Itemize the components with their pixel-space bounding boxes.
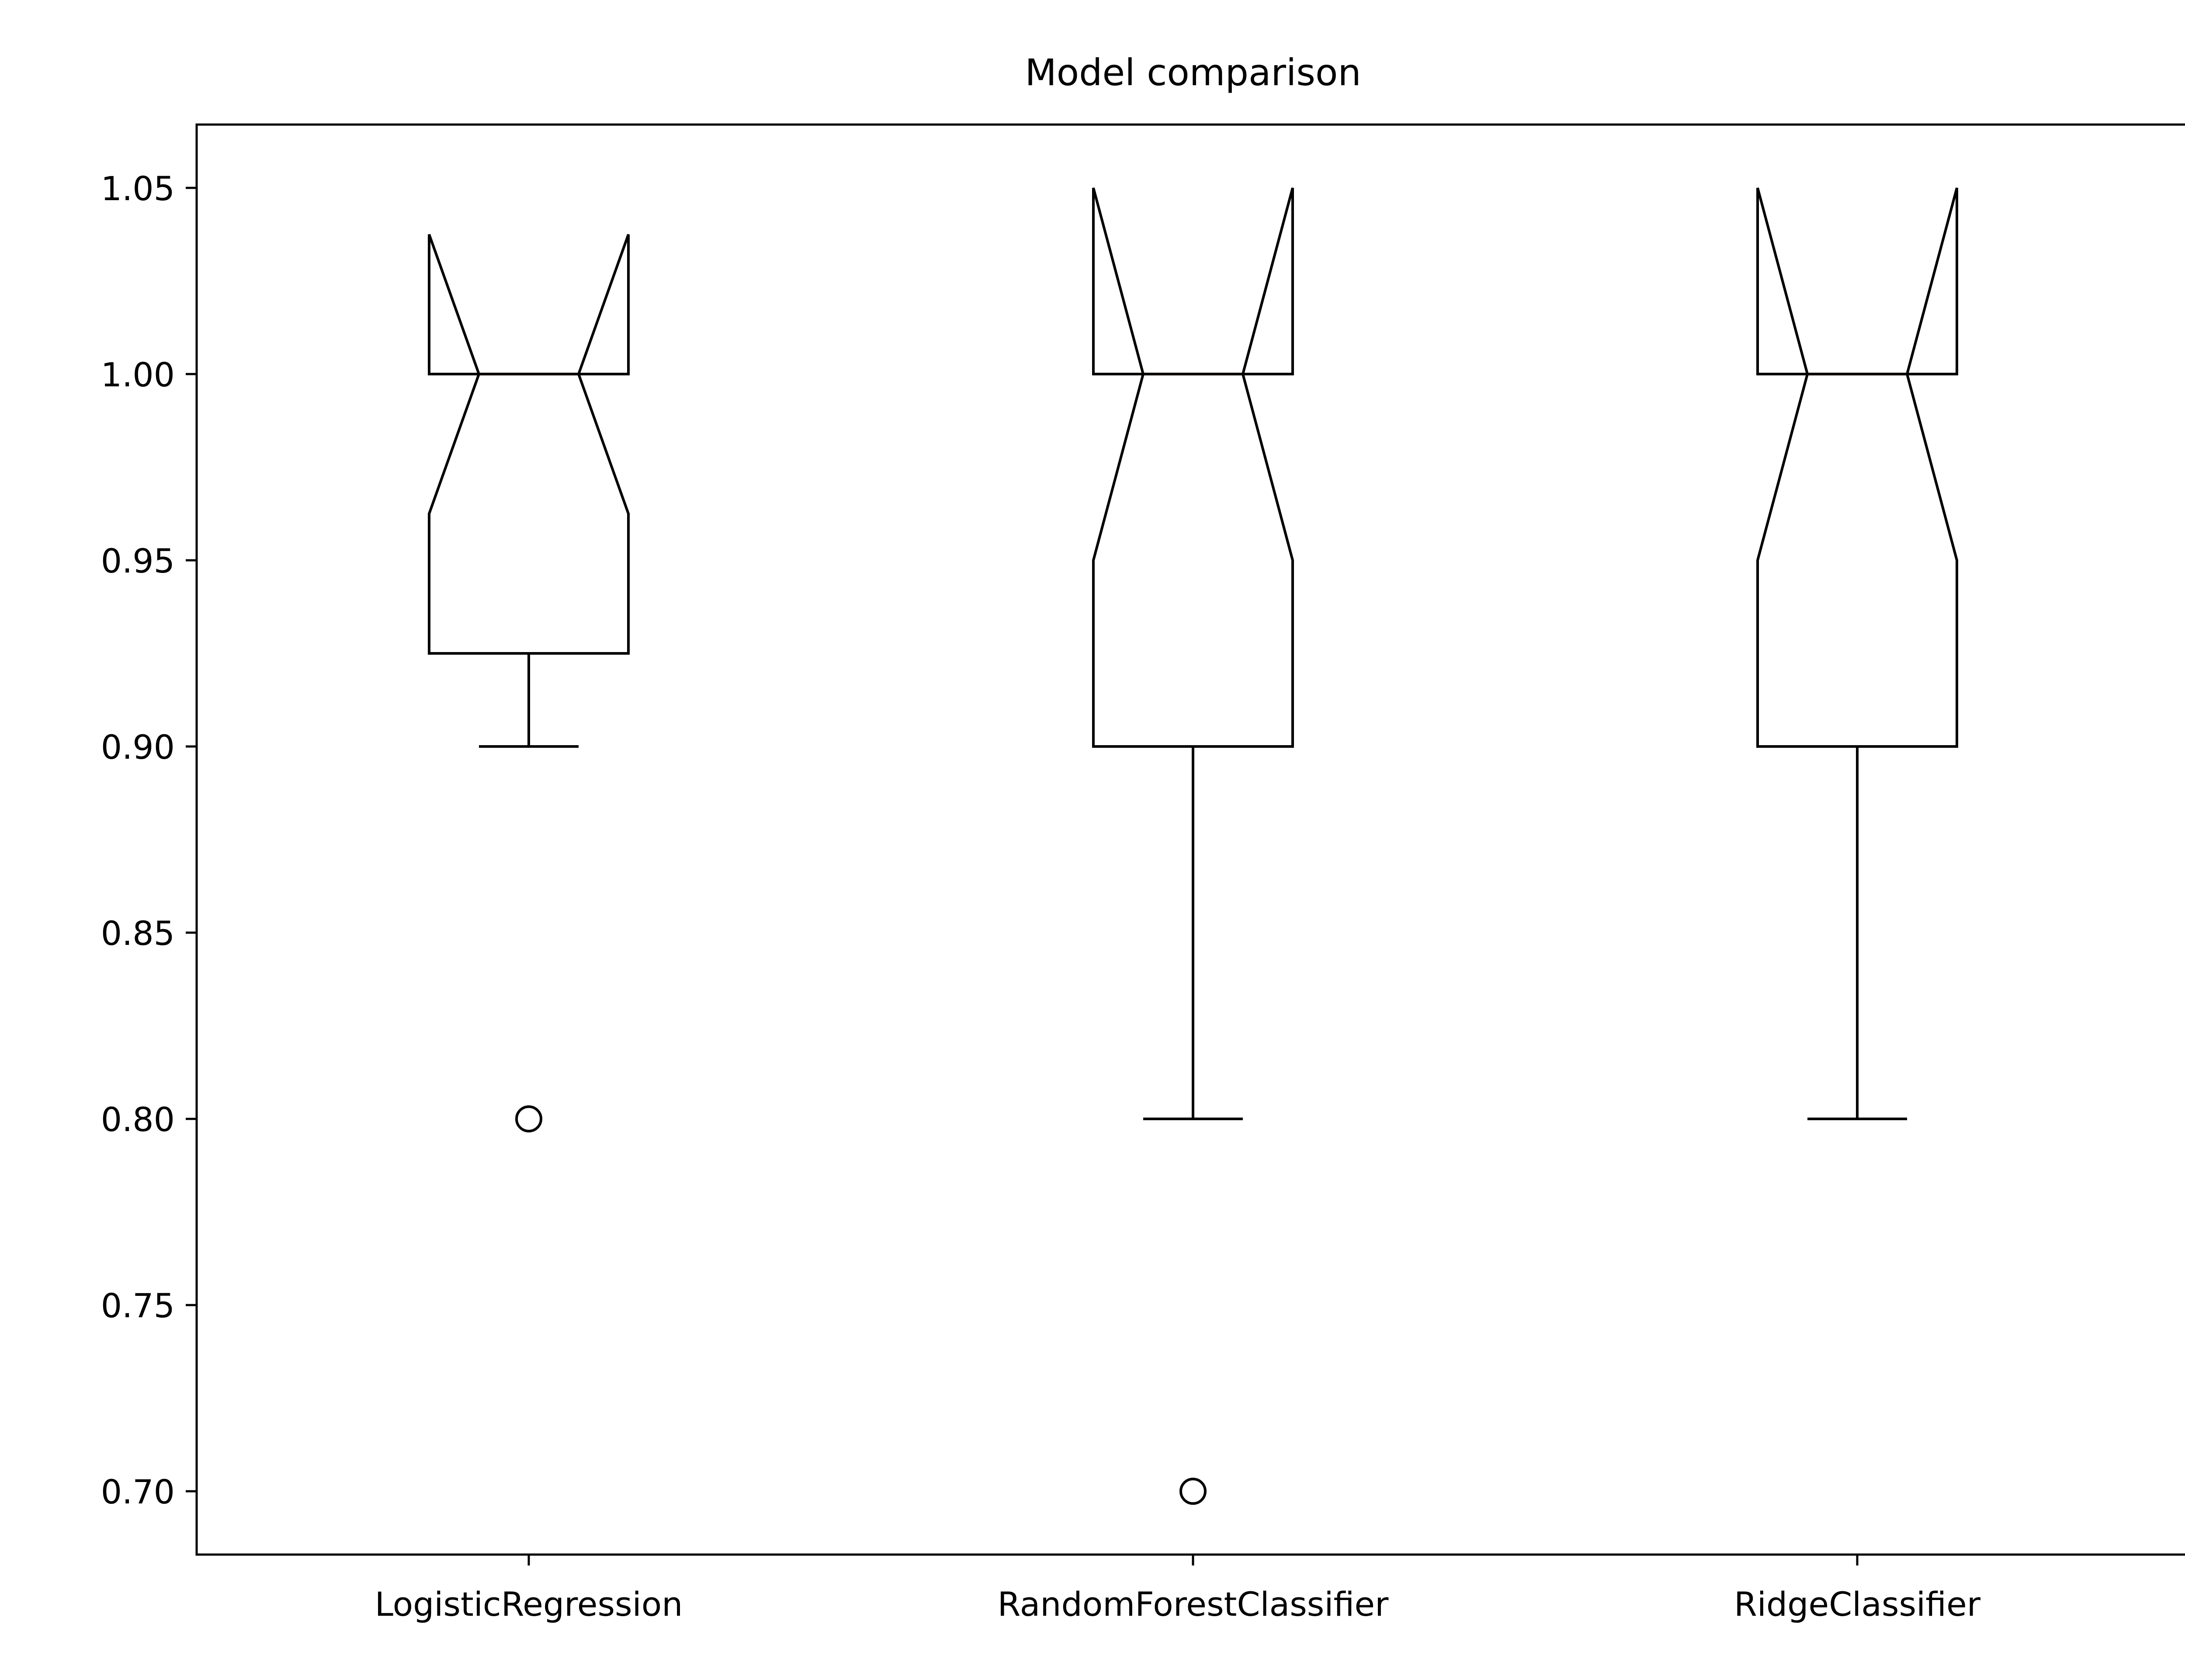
x-tick-label: LogisticRegression (375, 1585, 683, 1624)
y-tick-label: 0.75 (101, 1286, 175, 1325)
box-body (1092, 187, 1294, 748)
y-tick-label: 0.70 (101, 1472, 175, 1511)
chart-marks: 0.70 0.75 0.80 0.85 0.90 0.95 1.00 1.05 Logistic… (101, 169, 1981, 1624)
box-body (428, 234, 630, 655)
y-tick-label: 0.95 (101, 541, 175, 580)
y-tick-label: 1.00 (101, 355, 175, 394)
y-tick-label: 0.80 (101, 1100, 175, 1139)
box-body (1756, 187, 1958, 748)
x-tick-label: RidgeClassifier (1734, 1585, 1981, 1624)
outlier-point (1179, 1478, 1207, 1505)
y-tick-label: 1.05 (101, 169, 175, 208)
y-tick-label: 0.90 (101, 728, 175, 767)
outlier-point (515, 1105, 542, 1133)
x-tick-label: RandomForestClassifier (998, 1585, 1389, 1624)
y-tick-label: 0.85 (101, 914, 175, 953)
plot-frame (195, 123, 2185, 1556)
chart-title: Model comparison (1025, 51, 1361, 94)
